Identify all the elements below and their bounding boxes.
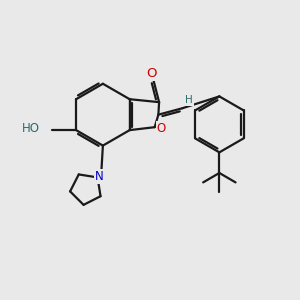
- Text: N: N: [95, 170, 103, 183]
- Text: H: H: [185, 95, 193, 105]
- Text: HO: HO: [22, 122, 40, 135]
- Text: O: O: [146, 68, 157, 80]
- Text: O: O: [157, 122, 166, 135]
